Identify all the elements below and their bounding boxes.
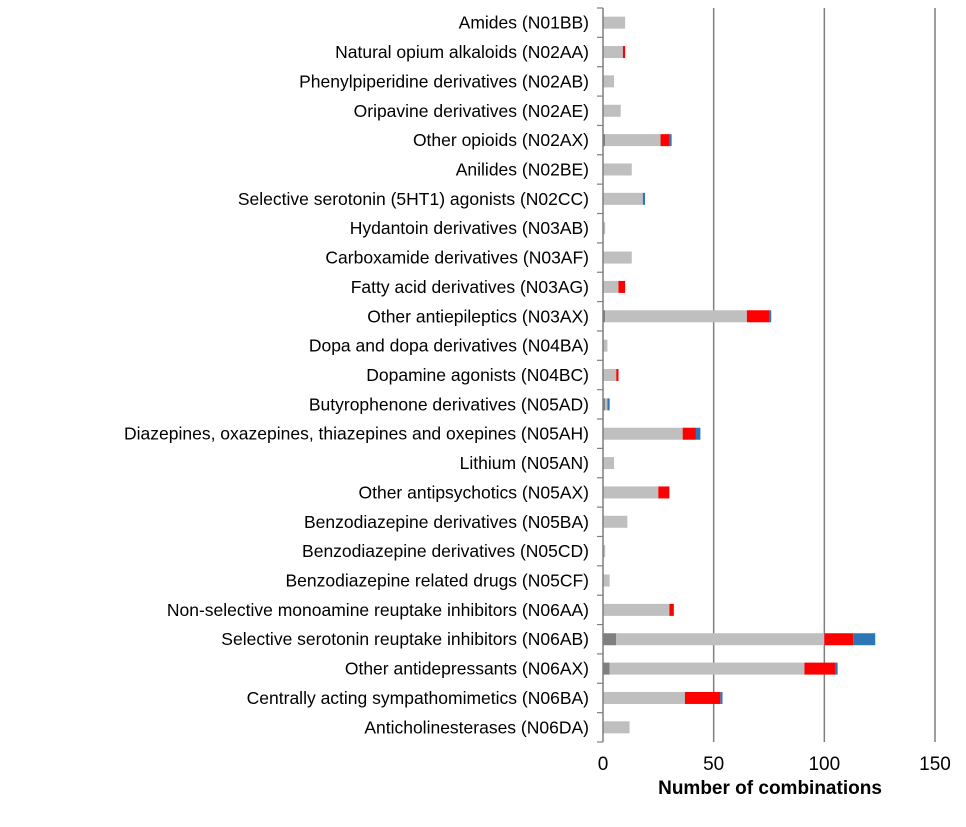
bar-segment [603, 192, 643, 205]
bar-segment [603, 603, 670, 616]
bar-segment [603, 457, 615, 470]
category-label: Amides (N01BB) [459, 13, 589, 33]
bar-segment [669, 134, 672, 147]
bar-segment [660, 134, 670, 147]
bar-segment [603, 280, 619, 293]
bar-segment [622, 46, 626, 59]
bar-segment [603, 662, 610, 675]
bar-segment [603, 515, 628, 528]
bar-segment [603, 633, 617, 646]
x-tick-labels: 0 50 100 150 [598, 754, 951, 775]
category-label: Butyrophenone derivatives (N05AD) [309, 394, 589, 414]
category-labels: Amides (N01BB) Natural opium alkaloids (N… [124, 13, 589, 738]
bar-segment [603, 163, 632, 176]
bar-segment [616, 369, 619, 381]
bar-segment [684, 691, 721, 704]
bar-segment [603, 691, 685, 704]
bar-segment [835, 662, 838, 675]
bar-segment [603, 427, 683, 440]
bar-segment [746, 310, 769, 323]
category-label: Benzodiazepine derivatives (N05CD) [302, 541, 589, 561]
bar-segment [658, 486, 670, 499]
category-label: Fatty acid derivatives (N03AG) [351, 277, 589, 297]
category-label: Other antiepileptics (N03AX) [367, 306, 589, 326]
bar-segment [695, 427, 701, 440]
bar-segment [605, 310, 747, 323]
x-tick-label: 50 [703, 754, 724, 775]
bar-segment [769, 310, 772, 323]
bar-segment [603, 134, 606, 147]
bar-segment [603, 486, 659, 499]
bar-segment [618, 280, 626, 293]
category-label: Benzodiazepine derivatives (N05BA) [304, 512, 589, 532]
category-label: Diazepines, oxazepines, thiazepines and … [124, 424, 589, 444]
bar-segment [804, 662, 836, 675]
category-label: Centrally acting sympathomimetics (N06BA… [247, 688, 589, 708]
bar-segment [607, 398, 610, 411]
bar-segment [603, 75, 615, 88]
bars [603, 16, 876, 734]
category-label: Non-selective monoamine reuptake inhibit… [167, 600, 589, 620]
category-label: Selective serotonin (5HT1) agonists (N02… [238, 189, 589, 209]
category-label: Dopa and dopa derivatives (N04BA) [309, 336, 589, 356]
category-label: Anticholinesterases (N06DA) [364, 717, 589, 737]
category-label: Phenylpiperidine derivatives (N02AB) [299, 71, 589, 91]
category-label: Lithium (N05AN) [460, 453, 589, 473]
category-label: Other antidepressants (N06AX) [345, 659, 589, 679]
x-tick-label: 0 [598, 754, 609, 775]
bar-segment [603, 16, 626, 29]
bar-segment [616, 633, 825, 646]
category-label: Other opioids (N02AX) [413, 130, 589, 150]
bar-segment [605, 398, 608, 411]
bar-segment [605, 134, 661, 147]
category-label: Selective serotonin reuptake inhibitors … [221, 629, 589, 649]
bar-segment [720, 691, 723, 704]
bar-segment [603, 398, 606, 411]
category-label: Anilides (N02BE) [456, 159, 589, 179]
bar-segment [603, 721, 630, 734]
bar-segment [603, 104, 621, 117]
category-label: Other antipsychotics (N05AX) [358, 482, 589, 502]
bar-segment [682, 427, 696, 440]
category-label: Carboxamide derivatives (N03AF) [325, 248, 589, 268]
category-label: Oripavine derivatives (N02AE) [354, 101, 589, 121]
x-tick-label: 150 [919, 754, 951, 775]
bar-segment [824, 633, 854, 646]
bar-segment [603, 369, 617, 381]
bar-segment [609, 662, 805, 675]
category-label: Dopamine agonists (N04BC) [366, 365, 589, 385]
bar-segment [853, 633, 876, 646]
category-label: Hydantoin derivatives (N03AB) [350, 218, 589, 238]
x-tick-label: 100 [808, 754, 840, 775]
axes [597, 7, 604, 743]
bar-segment [603, 46, 623, 59]
bar-segment [603, 251, 632, 264]
bar-segment [603, 545, 606, 558]
category-label: Benzodiazepine related drugs (N05CF) [286, 571, 590, 591]
bar-segment [669, 603, 674, 616]
bar-segment [603, 310, 606, 323]
category-label: Natural opium alkaloids (N02AA) [335, 42, 589, 62]
x-axis-title: Number of combinations [658, 778, 882, 799]
bar-segment [603, 339, 608, 352]
bar-segment [642, 192, 646, 205]
bar-segment [603, 222, 606, 235]
gridlines [712, 8, 936, 742]
bar-segment [603, 574, 610, 587]
